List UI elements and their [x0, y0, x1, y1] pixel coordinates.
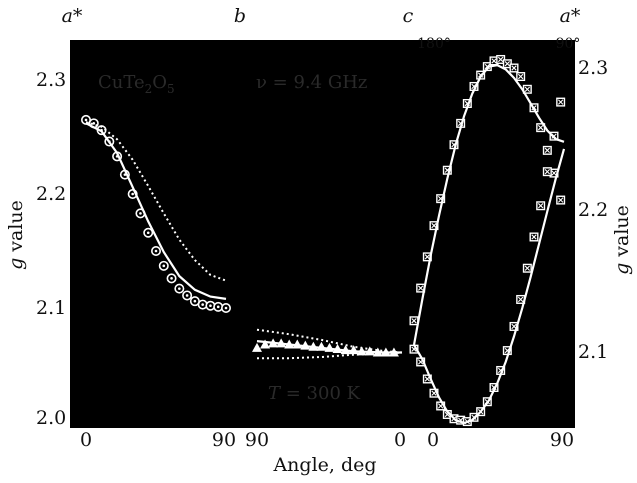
angle-mark-180: 180°: [417, 36, 451, 52]
data-point: [529, 232, 539, 242]
x-tick-label: 90: [245, 429, 269, 451]
marker-dot: [193, 299, 197, 303]
marker-cross: [531, 234, 537, 240]
marker-cross: [504, 61, 511, 67]
data-point: [536, 201, 546, 211]
marker-cross: [497, 56, 504, 63]
data-point: [522, 263, 532, 273]
left-tick-2.3: 2.3: [36, 69, 66, 91]
marker-dot: [162, 264, 166, 268]
data-point: [182, 290, 193, 301]
left-tick-2.0: 2.0: [36, 407, 66, 429]
marker-dot: [139, 212, 142, 215]
marker-cross: [524, 86, 531, 92]
fit-curve: [85, 122, 227, 300]
temperature-annotation: T = 300 K: [268, 383, 361, 404]
marker-cross: [524, 265, 531, 271]
marker-dot: [185, 294, 189, 297]
right-tick-2.3: 2.3: [578, 57, 608, 79]
marker-cross: [537, 124, 544, 131]
marker-dot: [209, 304, 212, 308]
data-point: [158, 260, 169, 271]
x-tick-label: 0: [427, 429, 439, 451]
marker-cross: [544, 168, 551, 175]
direction-label-b: b: [234, 5, 246, 27]
marker-cross: [557, 197, 564, 203]
data-point: [189, 296, 200, 307]
data-point: [143, 227, 154, 238]
marker-cross: [417, 285, 424, 291]
marker-cross: [544, 147, 551, 154]
marker-cross: [517, 296, 524, 303]
data-point: [509, 63, 519, 73]
fit-curve: [412, 64, 565, 346]
right-tick-2.1: 2.1: [578, 341, 608, 363]
marker-cross: [537, 203, 544, 209]
marker-dot: [178, 287, 181, 290]
marker-cross: [411, 318, 417, 324]
marker-dot: [154, 249, 158, 253]
marker-cross: [424, 254, 431, 260]
marker-triangle: [260, 339, 271, 349]
marker-dot: [92, 122, 96, 125]
left-tick-2.2: 2.2: [36, 183, 66, 205]
dotted-curve: [85, 121, 227, 282]
direction-label-a-star-right: a*: [560, 5, 581, 27]
direction-label-a-star-left: a*: [62, 5, 83, 27]
data-point: [151, 246, 162, 257]
compound-annotation: CuTe2O5: [98, 72, 175, 96]
data-point: [556, 195, 566, 205]
data-point: [260, 339, 271, 349]
marker-triangle: [252, 342, 262, 352]
marker-cross: [491, 58, 497, 64]
data-point: [166, 273, 177, 284]
angle-mark-90: 90°: [556, 36, 581, 52]
direction-label-c: c: [403, 5, 414, 27]
fit-curve: [413, 148, 566, 425]
marker-dot: [84, 118, 88, 122]
x-tick-label: 0: [80, 429, 92, 451]
data-point: [221, 302, 232, 313]
left-axis-label: g value: [5, 200, 27, 270]
x-axis-label: Angle, deg: [272, 454, 376, 476]
left-tick-2.1: 2.1: [36, 297, 66, 319]
data-point: [252, 342, 262, 352]
marker-cross: [517, 73, 524, 80]
x-tick-label: 0: [394, 429, 406, 451]
marker-dot: [170, 277, 173, 280]
series-layer: [81, 54, 566, 427]
marker-cross: [557, 99, 564, 105]
data-point: [556, 97, 566, 107]
dotted-curve: [256, 328, 403, 354]
data-point: [542, 145, 552, 155]
marker-cross: [511, 65, 517, 71]
marker-dot: [131, 192, 134, 196]
marker-dot: [201, 303, 204, 306]
data-point: [409, 316, 419, 326]
marker-cross: [551, 170, 557, 176]
data-point: [516, 72, 526, 82]
data-point: [174, 283, 185, 294]
data-point: [542, 167, 552, 177]
marker-dot: [216, 305, 220, 309]
right-axis-label: g value: [611, 205, 633, 275]
right-tick-2.2: 2.2: [578, 199, 608, 221]
frequency-annotation: ν = 9.4 GHz: [256, 72, 367, 93]
x-tick-label: 90: [212, 429, 236, 451]
marker-dot: [146, 231, 150, 235]
x-tick-label: 90: [550, 429, 574, 451]
dotted-curve: [257, 351, 403, 360]
marker-dot: [224, 306, 228, 310]
